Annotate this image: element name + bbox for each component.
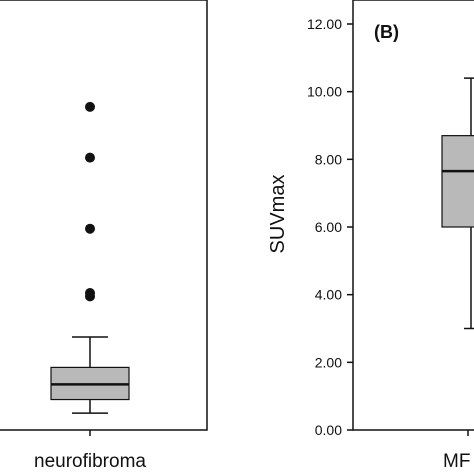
panel-b-marks: [441, 77, 474, 330]
panel-a-plot-frame: [0, 0, 208, 431]
panel-b-label: (B): [374, 22, 399, 42]
panel-b-y-tick-label: 6.00: [315, 219, 342, 235]
panel-b-box: [441, 135, 474, 228]
panel-a-outlier-point: [85, 287, 95, 298]
panel-a-outlier-point: [85, 101, 95, 112]
panel-a-outlier-point: [85, 152, 95, 163]
panel-a-marks: [50, 101, 130, 414]
panel-b-y-tick-label: 8.00: [315, 151, 342, 167]
panel-b-y-tick-label: 10.00: [307, 84, 342, 100]
panel-b-y-tick-label: 0.00: [315, 422, 342, 438]
panel-b: (B) SUVmax 0.00 2.00 4.00 6.00 8.00 10.00 12.0…: [267, 0, 474, 472]
panel-a-category-label: neurofibroma: [34, 451, 146, 472]
panel-a-outlier-point: [85, 223, 95, 234]
panel-b-y-axis-label: SUVmax: [267, 175, 289, 254]
panel-b-y-tick-label: 2.00: [315, 354, 342, 370]
panel-a: neurofibroma: [0, 0, 208, 472]
panel-b-category-label: MF: [443, 451, 470, 472]
panel-b-plot-frame: [352, 0, 474, 431]
panel-b-y-axis-ticks: 0.00 2.00 4.00 6.00 8.00 10.00 12.00: [307, 16, 353, 438]
panel-b-y-tick-label: 12.00: [307, 16, 342, 32]
panel-b-y-tick-label: 4.00: [315, 287, 342, 303]
